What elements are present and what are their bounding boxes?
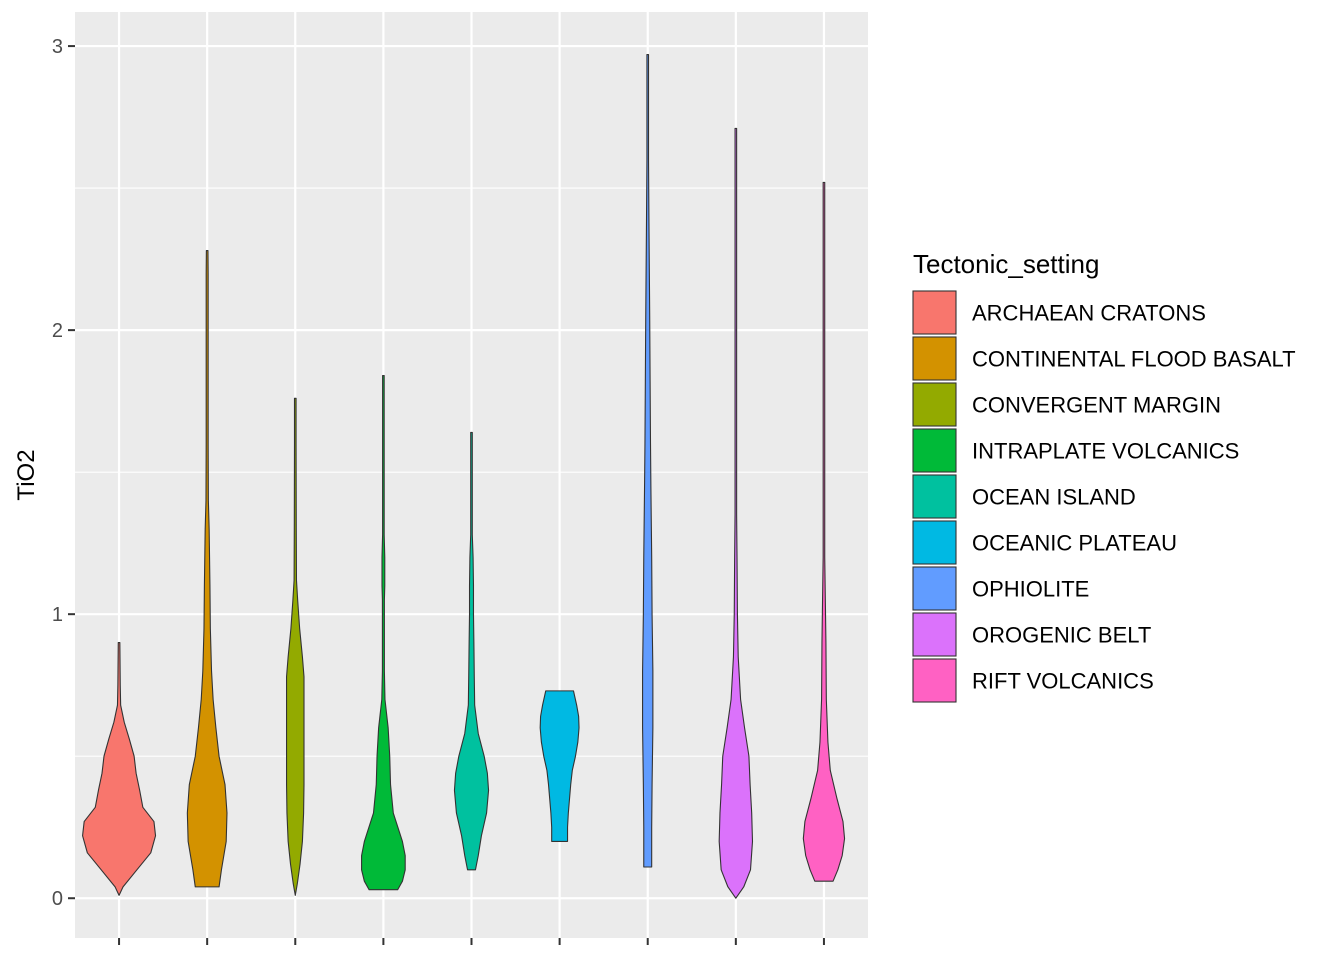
legend-label: RIFT VOLCANICS	[972, 669, 1154, 694]
legend-title: Tectonic_setting	[913, 249, 1099, 279]
legend-key	[912, 474, 957, 519]
y-tick-label: 3	[52, 36, 63, 58]
violin-oceanic-plateau	[539, 690, 580, 842]
y-tick-label: 0	[52, 888, 63, 910]
legend-label: CONTINENTAL FLOOD BASALT	[972, 347, 1296, 372]
legend-label: OCEANIC PLATEAU	[972, 531, 1177, 556]
legend-key	[912, 428, 957, 473]
y-tick-label: 2	[52, 320, 63, 342]
legend: Tectonic_setting ARCHAEAN CRATONS CONTINE…	[912, 249, 1296, 703]
y-axis-label: TiO2	[13, 449, 40, 500]
violin-rift-volcanics	[802, 181, 846, 882]
violin-archaean-cratons	[82, 642, 157, 896]
x-axis	[118, 938, 825, 945]
violin-continental-flood-basalt	[186, 250, 228, 888]
violin-convergent-margin	[286, 397, 305, 896]
legend-label: OROGENIC BELT	[972, 623, 1151, 648]
y-tick-label: 1	[52, 604, 63, 626]
violin-ophiolite	[642, 54, 654, 868]
legend-label: ARCHAEAN CRATONS	[972, 301, 1206, 326]
violin-intraplate-volcanics	[361, 375, 406, 891]
legend-label: OCEAN ISLAND	[972, 485, 1136, 510]
legend-key	[912, 566, 957, 611]
legend-key	[912, 382, 957, 427]
y-axis: 0 1 2 3	[52, 36, 75, 910]
legend-label: INTRAPLATE VOLCANICS	[972, 439, 1239, 464]
legend-key	[912, 290, 957, 335]
legend-key	[912, 658, 957, 703]
legend-label: OPHIOLITE	[972, 577, 1089, 602]
violin-ocean-island	[453, 431, 490, 871]
legend-key	[912, 520, 957, 565]
legend-label: CONVERGENT MARGIN	[972, 393, 1221, 418]
violins	[82, 54, 846, 899]
violin-orogenic-belt	[718, 127, 754, 899]
legend-key	[912, 612, 957, 657]
legend-key	[912, 336, 957, 381]
